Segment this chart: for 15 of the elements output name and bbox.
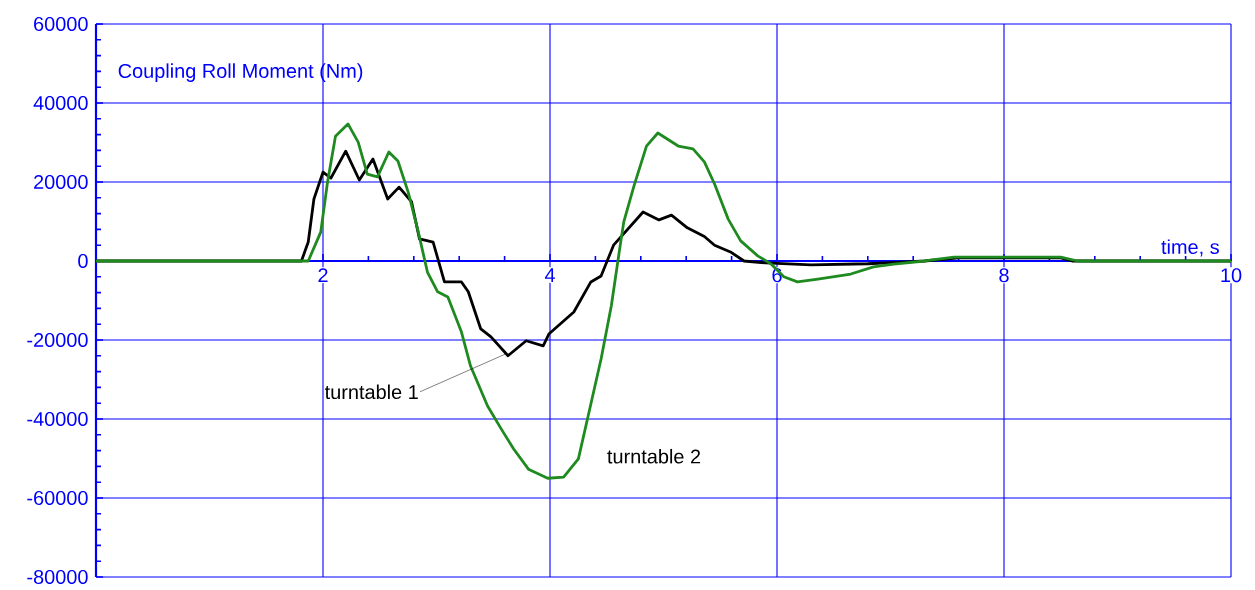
x-tick-label: 4 [544, 268, 555, 282]
y-tick-label: 40000 [33, 95, 88, 111]
y-tick-label: -40000 [27, 411, 88, 427]
y-tick-label: -60000 [27, 490, 88, 506]
text: turntable 1 [324, 384, 418, 400]
x-tick-label: 2 [318, 268, 328, 283]
x-tick-label: 8 [999, 268, 1009, 283]
y-tick-label: -20000 [27, 332, 88, 348]
x-tick-label: 10 [1221, 268, 1242, 283]
x-axis-title: time, s [1161, 239, 1219, 257]
y-tick-label: 0 [78, 253, 88, 269]
y-tick-label: -80000 [27, 569, 88, 585]
y-tick-label: 20000 [34, 174, 88, 190]
series-label: turntable 2 [607, 448, 701, 464]
y-tick-label: 60000 [34, 16, 88, 32]
